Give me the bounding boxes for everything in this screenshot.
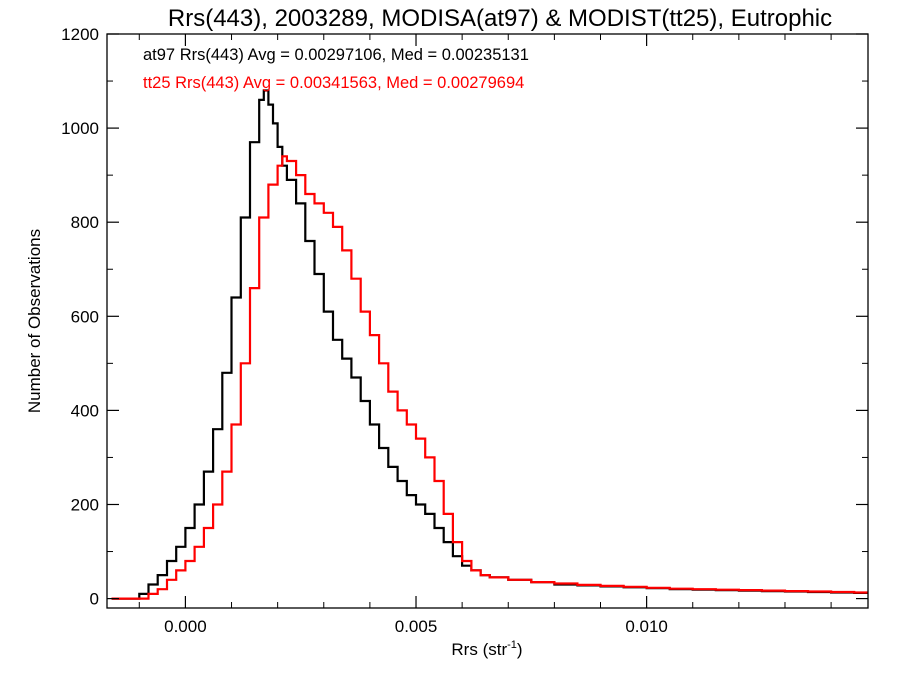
- chart-title: Rrs(443), 2003289, MODISA(at97) & MODIST…: [168, 5, 832, 32]
- x-tick-label: 0.005: [395, 617, 438, 636]
- x-tick-label: 0.010: [625, 617, 668, 636]
- x-axis-label-exponent: -1: [507, 639, 517, 651]
- legend-entry-1: at97 Rrs(443) Avg = 0.00297106, Med = 0.…: [143, 46, 529, 64]
- y-axis-ticks: 0 200 400 600 800 1000 1200: [61, 25, 868, 609]
- series-line-1: [111, 89, 868, 600]
- y-axis-label: Number of Observations: [25, 229, 44, 413]
- series-layer: [111, 89, 868, 600]
- y-tick-label: 1000: [61, 119, 99, 138]
- x-axis-label-main: Rrs (str: [451, 640, 507, 659]
- legend-entry-2: tt25 Rrs(443) Avg = 0.00341563, Med = 0.…: [143, 74, 524, 92]
- x-tick-label: 0.000: [164, 617, 207, 636]
- y-tick-label: 200: [71, 495, 99, 514]
- x-axis-label-close: ): [517, 640, 523, 659]
- x-axis-ticks: 0.000 0.005 0.010: [138, 34, 832, 636]
- y-tick-label: 400: [71, 401, 99, 420]
- plot-area: 0.000 0.005 0.010 0 200 400 600 800 1000 1200: [61, 25, 869, 636]
- x-axis-label: Rrs (str-1): [451, 639, 522, 659]
- y-tick-label: 0: [90, 590, 99, 609]
- y-tick-label: 1200: [61, 25, 99, 44]
- plot-frame: [106, 33, 869, 609]
- y-tick-label: 800: [71, 213, 99, 232]
- series-line-2: [111, 155, 868, 600]
- y-tick-label: 600: [71, 307, 99, 326]
- legend: at97 Rrs(443) Avg = 0.00297106, Med = 0.…: [143, 46, 529, 92]
